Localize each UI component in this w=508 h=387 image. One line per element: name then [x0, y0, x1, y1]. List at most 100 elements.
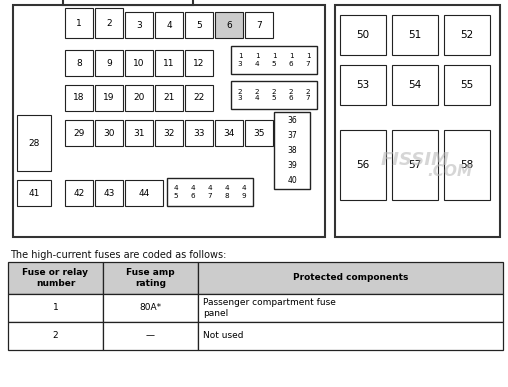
Bar — [13, 5, 325, 237]
Text: —: — — [146, 332, 155, 341]
Bar — [8, 262, 103, 294]
Bar — [232, 83, 248, 107]
Bar — [185, 12, 213, 38]
Text: 39: 39 — [287, 161, 297, 170]
Bar — [185, 50, 213, 76]
Bar — [63, 0, 193, 5]
Text: 37: 37 — [287, 131, 297, 140]
Bar — [65, 120, 93, 146]
Text: 55: 55 — [460, 80, 473, 90]
Text: 5: 5 — [196, 21, 202, 29]
Text: 53: 53 — [357, 80, 370, 90]
Text: 19: 19 — [103, 94, 115, 103]
Text: 1
3: 1 3 — [238, 53, 242, 67]
Bar — [275, 143, 309, 158]
Bar — [340, 65, 386, 105]
Bar — [283, 48, 299, 72]
Bar — [236, 180, 252, 204]
Text: 1
4: 1 4 — [255, 53, 259, 67]
Text: 54: 54 — [408, 80, 422, 90]
Bar — [249, 48, 265, 72]
Text: 2
5: 2 5 — [272, 89, 276, 101]
Bar — [95, 85, 123, 111]
Bar — [275, 158, 309, 173]
Bar — [167, 178, 253, 206]
Text: 50: 50 — [357, 30, 369, 40]
Bar — [444, 65, 490, 105]
Bar — [202, 180, 218, 204]
Text: 58: 58 — [460, 160, 473, 170]
Bar — [340, 15, 386, 55]
Bar — [65, 50, 93, 76]
Text: 18: 18 — [73, 94, 85, 103]
Text: 9: 9 — [106, 58, 112, 67]
Bar — [392, 65, 438, 105]
Text: 11: 11 — [163, 58, 175, 67]
Text: 42: 42 — [73, 188, 85, 197]
Bar — [283, 83, 299, 107]
Bar — [185, 85, 213, 111]
Text: 40: 40 — [287, 176, 297, 185]
Text: 20: 20 — [133, 94, 145, 103]
Bar — [185, 120, 213, 146]
Bar — [275, 173, 309, 188]
Bar — [17, 115, 51, 171]
Text: 52: 52 — [460, 30, 473, 40]
Bar — [155, 85, 183, 111]
Text: 4
7: 4 7 — [208, 185, 212, 199]
Bar — [219, 180, 235, 204]
Text: 1: 1 — [76, 19, 82, 27]
Bar — [300, 48, 316, 72]
Bar — [275, 113, 309, 128]
Text: 36: 36 — [287, 116, 297, 125]
Text: 3: 3 — [136, 21, 142, 29]
Text: 2
3: 2 3 — [238, 89, 242, 101]
Text: 44: 44 — [138, 188, 150, 197]
Text: Fuse or relay
number: Fuse or relay number — [22, 268, 88, 288]
Bar — [95, 8, 123, 38]
Text: 4
8: 4 8 — [225, 185, 229, 199]
Bar — [198, 262, 503, 294]
Bar — [231, 46, 317, 74]
Text: FISSIM: FISSIM — [380, 151, 450, 169]
Text: 41: 41 — [28, 188, 40, 197]
Text: 32: 32 — [163, 128, 175, 137]
Bar — [232, 48, 248, 72]
Text: .COM: .COM — [427, 164, 472, 180]
Text: 34: 34 — [224, 128, 235, 137]
Text: 30: 30 — [103, 128, 115, 137]
Bar — [245, 12, 273, 38]
Bar — [444, 15, 490, 55]
Bar — [198, 322, 503, 350]
Bar — [155, 12, 183, 38]
Text: 56: 56 — [357, 160, 370, 170]
Text: 51: 51 — [408, 30, 422, 40]
Bar — [392, 130, 438, 200]
Text: 2: 2 — [53, 332, 58, 341]
Text: 4
5: 4 5 — [174, 185, 178, 199]
Text: 1
7: 1 7 — [306, 53, 310, 67]
Bar — [215, 120, 243, 146]
Text: Protected components: Protected components — [293, 274, 408, 283]
Bar — [300, 83, 316, 107]
Bar — [185, 180, 201, 204]
Bar — [17, 180, 51, 206]
Bar — [168, 180, 184, 204]
Bar — [125, 180, 163, 206]
Text: Not used: Not used — [203, 332, 243, 341]
Text: 21: 21 — [163, 94, 175, 103]
Text: 29: 29 — [73, 128, 85, 137]
Bar — [8, 322, 103, 350]
Bar — [392, 15, 438, 55]
Bar — [275, 128, 309, 143]
Bar — [103, 294, 198, 322]
Text: 1
5: 1 5 — [272, 53, 276, 67]
Text: 4
9: 4 9 — [242, 185, 246, 199]
Text: 2
4: 2 4 — [255, 89, 259, 101]
Bar — [103, 262, 198, 294]
Text: 4: 4 — [166, 21, 172, 29]
Text: Passenger compartment fuse
panel: Passenger compartment fuse panel — [203, 298, 336, 318]
Bar — [340, 130, 386, 200]
Bar — [198, 294, 503, 322]
Bar — [231, 81, 317, 109]
